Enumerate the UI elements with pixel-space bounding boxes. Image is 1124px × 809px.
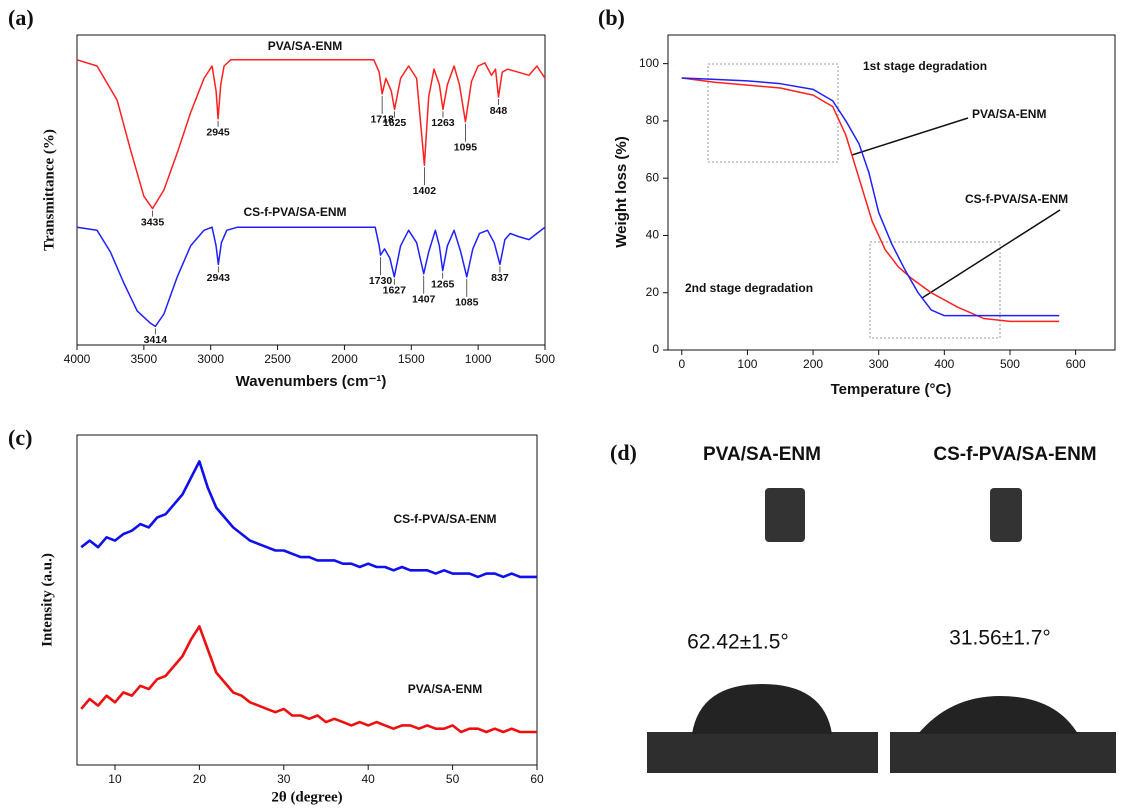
panel-label: (d) xyxy=(610,440,637,465)
peak-label: 2943 xyxy=(207,272,231,284)
series-label: CS-f-PVA/SA-ENM xyxy=(243,205,346,219)
series-line xyxy=(80,460,537,579)
x-tick-label: 30 xyxy=(277,772,291,786)
y-tick-label: 0 xyxy=(652,342,659,356)
x-tick-label: 3000 xyxy=(197,352,224,366)
plot-frame xyxy=(76,34,546,346)
series-label: PVA/SA-ENM xyxy=(268,39,342,53)
x-tick-label: 500 xyxy=(535,352,555,366)
y-tick-label: 60 xyxy=(646,170,660,184)
peak-label: 1730 xyxy=(369,275,393,287)
x-tick-label: 1000 xyxy=(465,352,492,366)
series-line xyxy=(681,77,1060,317)
x-tick-label: 400 xyxy=(934,357,954,371)
peak-label: 1085 xyxy=(455,297,479,309)
x-tick-label: 10 xyxy=(108,772,122,786)
annotation: 1st stage degradation xyxy=(863,59,987,73)
series-label: PVA/SA-ENM xyxy=(408,682,482,696)
panel-label: (b) xyxy=(598,5,625,30)
x-axis-label: Wavenumbers (cm⁻¹) xyxy=(236,373,387,390)
plot-frame xyxy=(667,34,1116,351)
droplet xyxy=(918,696,1078,734)
arrow-label: PVA/SA-ENM xyxy=(972,107,1046,121)
peak-label: 2945 xyxy=(206,126,230,138)
panel-label: (c) xyxy=(8,425,32,450)
peak-label: 1402 xyxy=(413,185,437,197)
peak-label: 837 xyxy=(491,272,509,284)
panel-label: (a) xyxy=(8,5,34,30)
substrate xyxy=(647,732,878,773)
peak-label: 1718 xyxy=(370,114,394,126)
x-tick-label: 2500 xyxy=(264,352,291,366)
x-tick-label: 1500 xyxy=(398,352,425,366)
x-tick-label: 60 xyxy=(530,772,544,786)
peak-label: 1095 xyxy=(454,142,478,154)
x-tick-label: 200 xyxy=(803,357,823,371)
needle xyxy=(990,488,1022,542)
plot-frame xyxy=(76,434,538,766)
contact-angle: 31.56±1.7° xyxy=(949,627,1051,650)
arrow xyxy=(851,117,969,156)
x-axis-label: 2θ (degree) xyxy=(271,789,342,805)
sample-title: CS-f-PVA/SA-ENM xyxy=(933,444,1096,465)
peak-label: 1627 xyxy=(383,285,407,297)
peak-label: 1625 xyxy=(383,117,407,129)
series-label: CS-f-PVA/SA-ENM xyxy=(393,512,496,526)
series-line xyxy=(76,59,546,210)
peak-label: 1263 xyxy=(431,117,455,129)
x-axis-label: Temperature (°C) xyxy=(831,381,952,398)
x-tick-label: 20 xyxy=(193,772,207,786)
y-axis-label: Intensity (a.u.) xyxy=(39,553,55,647)
sample-title: PVA/SA-ENM xyxy=(703,444,821,465)
y-tick-label: 100 xyxy=(639,56,659,70)
x-tick-label: 3500 xyxy=(131,352,158,366)
region-box xyxy=(707,63,839,163)
peak-label: 3414 xyxy=(144,334,168,346)
substrate xyxy=(890,732,1116,773)
region-box xyxy=(869,241,1001,339)
droplet xyxy=(692,684,832,734)
y-tick-label: 40 xyxy=(646,228,660,242)
x-tick-label: 0 xyxy=(678,357,685,371)
x-tick-label: 40 xyxy=(362,772,376,786)
peak-label: 1265 xyxy=(431,278,455,290)
peak-label: 3435 xyxy=(141,216,165,228)
needle xyxy=(765,488,805,542)
arrow xyxy=(921,209,1061,299)
x-tick-label: 600 xyxy=(1066,357,1086,371)
series-line xyxy=(76,226,546,328)
x-tick-label: 50 xyxy=(446,772,460,786)
peak-label: 848 xyxy=(490,105,508,117)
series-line xyxy=(681,77,1060,323)
x-tick-label: 2000 xyxy=(331,352,358,366)
y-tick-label: 20 xyxy=(646,285,660,299)
contact-angle: 62.42±1.5° xyxy=(687,631,789,654)
x-tick-label: 4000 xyxy=(64,352,91,366)
x-tick-label: 100 xyxy=(737,357,757,371)
x-tick-label: 300 xyxy=(869,357,889,371)
y-axis-label: Transmittance (%) xyxy=(41,129,57,251)
series-line xyxy=(80,625,537,734)
y-axis-label: Weight loss (%) xyxy=(613,136,630,247)
peak-label: 1407 xyxy=(412,293,436,305)
x-tick-label: 500 xyxy=(1000,357,1020,371)
y-tick-label: 80 xyxy=(646,113,660,127)
annotation: 2nd stage degradation xyxy=(685,281,813,295)
arrow-label: CS-f-PVA/SA-ENM xyxy=(965,192,1068,206)
